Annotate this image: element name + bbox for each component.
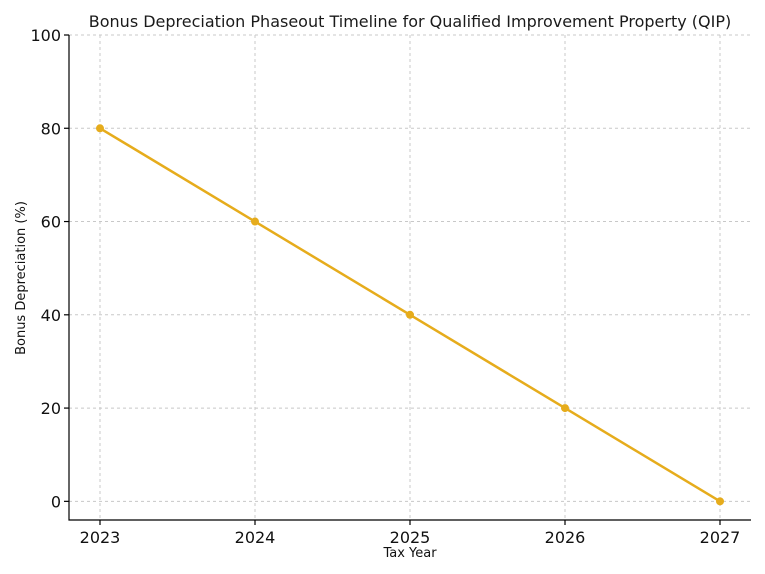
axes (68, 35, 751, 521)
x-tick-label: 2025 (390, 528, 431, 547)
y-axis-ticks: 0 20 40 60 80 100 (30, 26, 69, 511)
x-tick-label: 2027 (700, 528, 741, 547)
chart-title: Bonus Depreciation Phaseout Timeline for… (89, 12, 731, 31)
y-axis-label: Bonus Depreciation (%) (14, 201, 29, 355)
data-points (96, 124, 724, 506)
x-axis-label: Tax Year (382, 546, 437, 561)
data-point (561, 404, 569, 413)
grid (69, 34, 751, 520)
y-tick-label: 20 (41, 399, 61, 418)
y-tick-label: 80 (41, 119, 61, 138)
x-tick-label: 2024 (235, 528, 276, 547)
x-axis-ticks: 2023 2024 2025 2026 2027 (80, 520, 741, 547)
data-point (96, 124, 104, 133)
data-point (716, 497, 724, 506)
axis-spines (68, 35, 751, 521)
data-point (406, 310, 414, 319)
x-tick-label: 2023 (80, 528, 121, 547)
y-tick-label: 100 (30, 26, 61, 45)
x-tick-label: 2026 (545, 528, 586, 547)
data-point (251, 217, 259, 226)
y-tick-label: 40 (41, 306, 61, 325)
y-tick-label: 60 (41, 213, 61, 232)
y-tick-label: 0 (51, 492, 61, 511)
